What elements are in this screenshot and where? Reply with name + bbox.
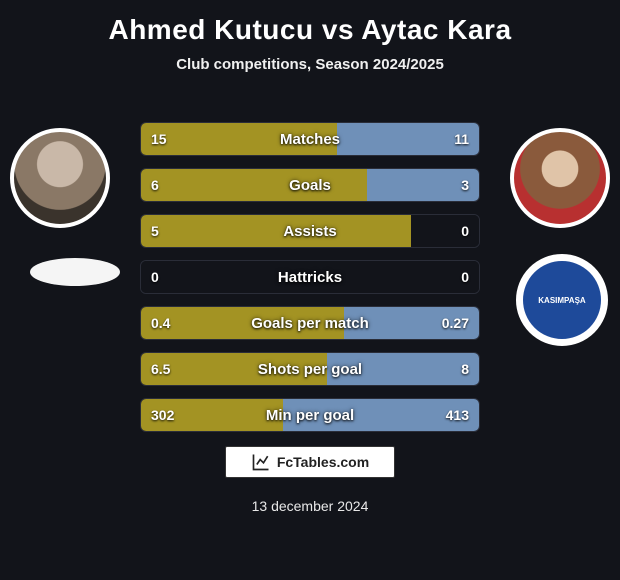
stat-label: Matches xyxy=(141,123,479,155)
page-title: Ahmed Kutucu vs Aytac Kara xyxy=(0,0,620,46)
stat-row: 6Goals3 xyxy=(140,168,480,202)
stat-label: Assists xyxy=(141,215,479,247)
club-right-logo: KASIMPAŞA xyxy=(523,261,601,339)
page-subtitle: Club competitions, Season 2024/2025 xyxy=(0,56,620,73)
club-left-badge xyxy=(30,258,120,286)
player-right-avatar xyxy=(510,128,610,228)
chart-icon xyxy=(251,452,271,472)
stat-value-right: 3 xyxy=(461,169,469,201)
stat-label: Hattricks xyxy=(141,261,479,293)
stat-row: 6.5Shots per goal8 xyxy=(140,352,480,386)
stat-value-right: 0.27 xyxy=(442,307,469,339)
date-label: 13 december 2024 xyxy=(0,498,620,514)
stat-value-right: 11 xyxy=(454,123,469,155)
stat-row: 0Hattricks0 xyxy=(140,260,480,294)
stat-label: Shots per goal xyxy=(141,353,479,385)
stat-label: Goals per match xyxy=(141,307,479,339)
stat-value-right: 8 xyxy=(461,353,469,385)
stats-bars: 15Matches116Goals35Assists00Hattricks00.… xyxy=(140,122,480,444)
stat-value-right: 0 xyxy=(461,261,469,293)
stat-row: 0.4Goals per match0.27 xyxy=(140,306,480,340)
stat-label: Min per goal xyxy=(141,399,479,431)
stat-value-right: 413 xyxy=(446,399,469,431)
stat-row: 15Matches11 xyxy=(140,122,480,156)
club-right-badge: KASIMPAŞA xyxy=(516,254,608,346)
stat-value-right: 0 xyxy=(461,215,469,247)
source-label: FcTables.com xyxy=(277,454,369,470)
stat-label: Goals xyxy=(141,169,479,201)
stat-row: 5Assists0 xyxy=(140,214,480,248)
source-badge: FcTables.com xyxy=(225,446,395,478)
stat-row: 302Min per goal413 xyxy=(140,398,480,432)
player-left-avatar xyxy=(10,128,110,228)
